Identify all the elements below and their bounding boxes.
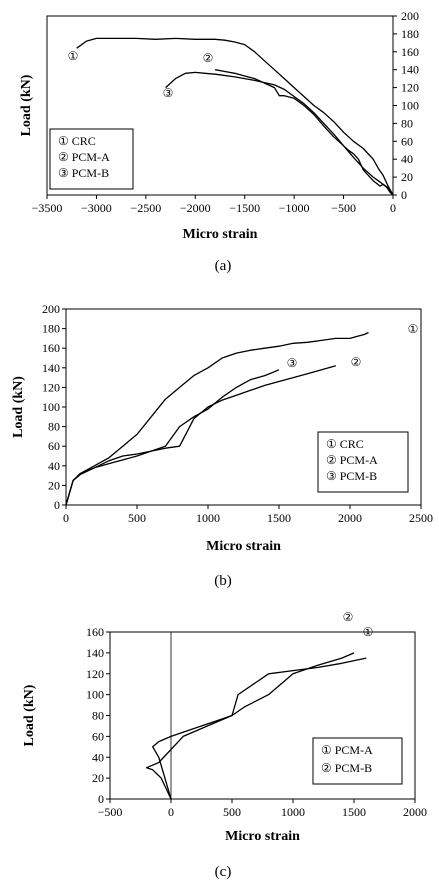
- legend-box: [317, 431, 409, 493]
- y-tick-label: 40: [48, 459, 60, 473]
- y-tick-label: 180: [401, 27, 419, 41]
- x-tick-label: −500: [331, 201, 356, 215]
- series-line-2: [65, 365, 336, 506]
- y-tick-label: 0: [54, 498, 60, 512]
- y-tick-label: 40: [401, 152, 413, 166]
- x-tick-label: 1000: [281, 805, 305, 819]
- legend-entry: ① CRC: [326, 437, 364, 451]
- series-marker-1: ①: [363, 625, 374, 639]
- legend: ① CRC ② PCM-A ③ PCM-B: [317, 431, 409, 493]
- y-tick-label: 0: [401, 188, 407, 202]
- x-tick-label: 2500: [409, 511, 433, 525]
- series-marker-2: ②: [343, 610, 354, 624]
- y-tick-label: 180: [42, 322, 60, 336]
- x-axis-label: Micro strain: [206, 539, 281, 554]
- y-tick-label: 80: [92, 709, 104, 723]
- legend-entry: ② PCM-A: [326, 453, 378, 467]
- x-tick-label: 0: [168, 805, 174, 819]
- x-tick-label: 1500: [342, 805, 366, 819]
- y-tick-label: 100: [86, 688, 104, 702]
- x-tick-label: 500: [223, 805, 241, 819]
- x-tick-label: −500: [98, 805, 123, 819]
- y-tick-label: 140: [401, 63, 419, 77]
- series-line-1: [65, 331, 369, 506]
- y-tick-label: 80: [401, 116, 413, 130]
- series-marker-1: ①: [408, 322, 419, 336]
- y-tick-label: 160: [42, 341, 60, 355]
- x-tick-label: −2500: [130, 201, 161, 215]
- y-tick-label: 120: [42, 380, 60, 394]
- series-marker-3: ③: [287, 356, 298, 370]
- series-line-3: [65, 369, 280, 506]
- chart-c: −500 0 500 1000 1500 200002040608010012014016…: [22, 610, 427, 880]
- y-tick-label: 160: [86, 625, 104, 639]
- y-axis-label: Load (kN): [11, 376, 26, 438]
- x-tick-label: 1500: [267, 511, 291, 525]
- figure-caption: (b): [214, 573, 232, 589]
- series-line-2: [214, 69, 394, 196]
- series-marker-1: ①: [68, 49, 79, 63]
- x-tick-label: −3000: [81, 201, 112, 215]
- y-tick-label: 120: [401, 81, 419, 95]
- y-tick-label: 0: [98, 792, 104, 806]
- x-axis-label: Micro strain: [225, 829, 300, 844]
- legend-entry: ③ PCM-B: [326, 469, 377, 483]
- y-tick-label: 60: [92, 729, 104, 743]
- y-axis-label: Load (kN): [22, 684, 37, 746]
- figure-caption: (a): [215, 258, 232, 274]
- x-tick-label: −1000: [279, 201, 310, 215]
- x-tick-label: 2000: [403, 805, 427, 819]
- x-tick-label: 0: [390, 201, 396, 215]
- legend-entry: ③ PCM-B: [58, 166, 109, 180]
- legend-box: [49, 128, 134, 190]
- legend-entry: ① PCM-A: [321, 743, 373, 757]
- legend-entry: ② PCM-A: [58, 150, 110, 164]
- series-line-2: [152, 652, 355, 800]
- series-marker-3: ③: [163, 86, 174, 100]
- y-axis-label: Load (kN): [19, 74, 34, 136]
- figure-caption: (c): [215, 864, 232, 880]
- legend: ① PCM-A ② PCM-B: [312, 737, 403, 785]
- y-tick-label: 20: [401, 170, 413, 184]
- y-tick-label: 200: [401, 9, 419, 23]
- legend-entry: ① CRC: [58, 134, 96, 148]
- x-tick-label: 2000: [338, 511, 362, 525]
- y-tick-label: 60: [401, 134, 413, 148]
- x-tick-label: −1500: [229, 201, 260, 215]
- x-tick-label: 1000: [196, 511, 220, 525]
- series-marker-2: ②: [203, 51, 214, 65]
- chart-b: 0 500 1000 1500 2000 2500 0 20 40 60 80 100 120 140 16…: [11, 302, 433, 589]
- y-tick-label: 200: [42, 302, 60, 316]
- x-tick-label: 0: [63, 511, 69, 525]
- y-tick-label: 100: [42, 400, 60, 414]
- legend: ① CRC ② PCM-A ③ PCM-B: [49, 128, 134, 190]
- y-tick-label: 100: [401, 99, 419, 113]
- series-line-1: [145, 657, 367, 800]
- series-marker-2: ②: [351, 355, 362, 369]
- chart-a: −3500 −3000 −2500 −2000 −1500 −1000 −500 00 20 40…: [19, 9, 419, 274]
- legend-entry: ② PCM-B: [321, 761, 372, 775]
- series-line-1: [76, 37, 394, 196]
- x-tick-label: 500: [128, 511, 146, 525]
- series-line-3: [165, 71, 394, 196]
- y-tick-label: 80: [48, 420, 60, 434]
- x-tick-label: −3500: [32, 201, 63, 215]
- y-tick-label: 120: [86, 667, 104, 681]
- y-tick-label: 20: [48, 478, 60, 492]
- x-tick-label: −2000: [180, 201, 211, 215]
- y-tick-label: 160: [401, 45, 419, 59]
- y-tick-label: 140: [42, 361, 60, 375]
- x-axis-label: Micro strain: [183, 227, 258, 242]
- legend-box: [312, 737, 403, 785]
- y-tick-label: 20: [92, 771, 104, 785]
- y-tick-label: 60: [48, 439, 60, 453]
- y-tick-label: 140: [86, 646, 104, 660]
- y-tick-label: 40: [92, 750, 104, 764]
